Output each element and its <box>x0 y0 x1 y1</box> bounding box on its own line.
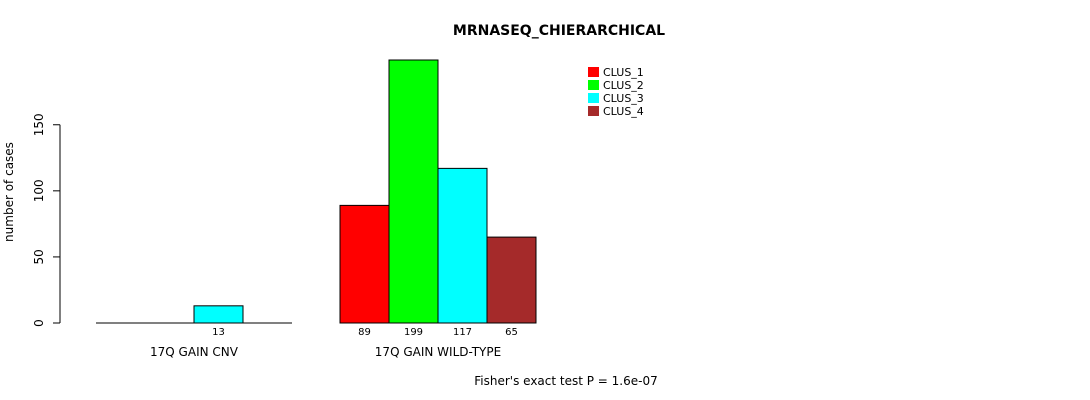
y-tick-label: 100 <box>32 179 46 202</box>
legend-swatch <box>588 106 599 116</box>
bar-value-label: 65 <box>505 327 518 338</box>
legend-swatch <box>588 80 599 90</box>
legend-item: CLUS_1 <box>588 66 644 79</box>
y-tick-label: 150 <box>32 113 46 136</box>
y-axis-label: number of cases <box>2 142 16 242</box>
group-label: 17Q GAIN WILD-TYPE <box>375 345 501 359</box>
bar-value-label: 199 <box>404 327 423 338</box>
legend-item: CLUS_4 <box>588 105 644 118</box>
legend-label: CLUS_3 <box>603 92 644 105</box>
legend-label: CLUS_2 <box>603 79 644 92</box>
bars-layer <box>96 59 537 324</box>
legend-item: CLUS_3 <box>588 92 644 105</box>
bar-clus-3 <box>437 167 488 324</box>
group-labels-layer: 17Q GAIN CNV 17Q GAIN WILD-TYPE <box>150 345 501 359</box>
bar-value-label: 13 <box>212 327 225 338</box>
bar-clus-3 <box>193 305 244 324</box>
bar-value-label: 117 <box>453 327 472 338</box>
legend-label: CLUS_4 <box>603 105 644 118</box>
y-axis: 0 50 100 150 <box>32 113 61 327</box>
legend-swatch <box>588 67 599 77</box>
bar-clus-1 <box>339 204 390 324</box>
legend-item: CLUS_2 <box>588 79 644 92</box>
fisher-test-footnote: Fisher's exact test P = 1.6e-07 <box>474 374 658 388</box>
chart-title: MRNASEQ_CHIERARCHICAL <box>453 23 665 39</box>
bar-clus-2 <box>388 59 439 324</box>
value-labels-layer: 13 89 199 117 65 <box>212 327 518 338</box>
legend-swatch <box>588 93 599 103</box>
y-tick-label: 0 <box>32 319 46 327</box>
bar-clus-4 <box>486 236 537 324</box>
y-tick-label: 50 <box>32 249 46 264</box>
legend-label: CLUS_1 <box>603 66 644 79</box>
bar-value-label: 89 <box>358 327 371 338</box>
group-label: 17Q GAIN CNV <box>150 345 239 359</box>
